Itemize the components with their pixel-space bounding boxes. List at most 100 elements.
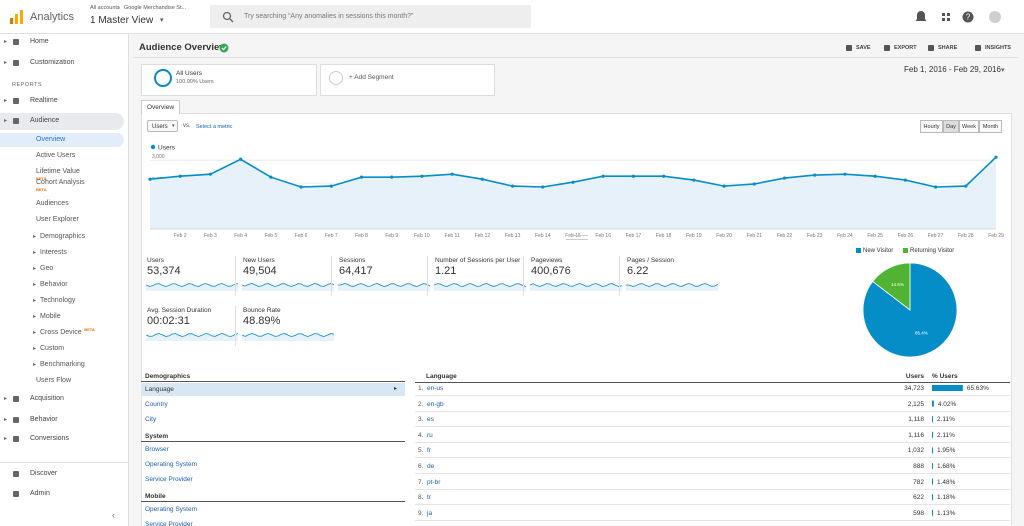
- x-tick-label: Feb 18: [656, 233, 672, 239]
- search-box[interactable]: [210, 5, 531, 28]
- avatar[interactable]: [989, 11, 1001, 23]
- nav-item[interactable]: Home: [30, 38, 49, 45]
- view-selector[interactable]: 1 Master View: [90, 15, 154, 26]
- nav-item[interactable]: Mobile: [40, 313, 61, 320]
- x-tick-label: Feb 27: [928, 233, 944, 239]
- nav-item[interactable]: Behavior: [30, 416, 58, 423]
- row-pct: 1.13%: [937, 509, 956, 517]
- action-button[interactable]: EXPORT: [894, 45, 917, 51]
- nav-item[interactable]: Admin: [30, 490, 50, 497]
- nav-item[interactable]: Cohort Analysis: [36, 179, 85, 186]
- add-segment[interactable]: + Add Segment: [349, 74, 394, 81]
- logo-bar: [10, 18, 13, 24]
- nav-item[interactable]: Realtime: [30, 97, 58, 104]
- nav-item[interactable]: Audience: [30, 117, 60, 124]
- sparkline-line: [146, 283, 238, 287]
- nav-item[interactable]: Conversions: [30, 435, 69, 442]
- expand-arrow: ▸: [33, 330, 37, 336]
- row-language[interactable]: fr: [427, 447, 431, 455]
- granularity-button[interactable]: Month: [979, 120, 1002, 133]
- pie-label: 85.4%: [915, 331, 928, 336]
- date-range[interactable]: Feb 1, 2016 - Feb 29, 2016: [904, 65, 1001, 74]
- row-language[interactable]: en-gb: [427, 400, 444, 408]
- row-language[interactable]: tr: [427, 494, 431, 502]
- segment-box[interactable]: [320, 64, 495, 96]
- row-rank: 2.: [418, 400, 424, 408]
- sparkline-line: [530, 283, 622, 287]
- nav-item[interactable]: Active Users: [36, 152, 76, 159]
- nav-item[interactable]: Geo: [40, 265, 54, 272]
- nav-item[interactable]: Behavior: [40, 281, 68, 288]
- bell-icon[interactable]: [915, 11, 927, 21]
- row-users: 1,116: [908, 431, 924, 439]
- point: [239, 157, 243, 161]
- x-tick-label: Feb 19: [686, 233, 702, 239]
- dimension-item[interactable]: City: [145, 416, 157, 423]
- point: [631, 174, 636, 178]
- nav-item[interactable]: Overview: [36, 136, 66, 143]
- action-button[interactable]: SHARE: [938, 45, 958, 51]
- action-button[interactable]: INSIGHTS: [985, 45, 1011, 51]
- nav-item[interactable]: Customization: [30, 59, 75, 66]
- row-rank: 1.: [418, 385, 424, 392]
- nav-item[interactable]: Discover: [30, 470, 58, 477]
- row-language[interactable]: en-us: [427, 385, 444, 392]
- point: [843, 172, 847, 176]
- help-icon[interactable]: [962, 11, 974, 23]
- expand-arrow: ▸: [4, 396, 8, 402]
- nav-item[interactable]: Technology: [40, 297, 76, 304]
- pct-bar: [932, 478, 933, 485]
- dimension-item[interactable]: Country: [145, 401, 168, 408]
- row-language[interactable]: ja: [427, 509, 433, 517]
- point: [722, 184, 726, 188]
- y-tick-label: 3,000: [152, 154, 165, 160]
- expand-arrow: ▸: [33, 282, 37, 288]
- nav-item[interactable]: Benchmarking: [40, 361, 85, 368]
- nav-item[interactable]: Demographics: [40, 233, 86, 240]
- metric-caret: ▾: [172, 123, 175, 129]
- search-placeholder[interactable]: Try searching “Any anomalies in sessions…: [244, 13, 414, 20]
- dimension-item[interactable]: Language: [145, 386, 174, 393]
- nav-item[interactable]: Audiences: [36, 200, 69, 207]
- sparkline-line: [626, 283, 718, 287]
- dimension-item[interactable]: Service Provider: [145, 476, 193, 483]
- nav-item[interactable]: Cross Device: [40, 329, 82, 336]
- tab[interactable]: Overview: [141, 100, 180, 114]
- sparkline-line: [434, 283, 526, 287]
- verified-check: [221, 46, 227, 51]
- row-language[interactable]: es: [427, 416, 434, 424]
- action-button[interactable]: SAVE: [856, 45, 871, 51]
- granularity-button[interactable]: Hourly: [920, 120, 943, 133]
- nav-item[interactable]: Interests: [40, 249, 67, 256]
- point: [178, 174, 182, 178]
- nav-item[interactable]: User Explorer: [36, 216, 79, 223]
- granularity-button[interactable]: Week: [959, 120, 979, 133]
- metric-select[interactable]: Users: [147, 120, 178, 132]
- select-metric[interactable]: Select a metric: [196, 124, 233, 130]
- nav-item[interactable]: Acquisition: [30, 395, 64, 402]
- apps-icon[interactable]: [942, 13, 950, 21]
- nav-item[interactable]: Custom: [40, 345, 65, 352]
- sparkline: [626, 283, 718, 291]
- expand-arrow: ▸: [33, 250, 37, 256]
- nav-item[interactable]: Lifetime Value: [36, 168, 80, 175]
- dimension-item[interactable]: Operating System: [145, 506, 198, 513]
- dimension-item[interactable]: Operating System: [145, 461, 198, 468]
- row-language[interactable]: de: [427, 463, 435, 470]
- granularity-button[interactable]: Day: [943, 120, 959, 133]
- point: [994, 155, 998, 159]
- row-users: 34,723: [904, 385, 924, 392]
- row-language[interactable]: pt-br: [427, 478, 441, 486]
- point: [873, 174, 877, 178]
- metric-divider: [619, 256, 620, 296]
- nav-item[interactable]: Users Flow: [36, 377, 72, 384]
- dimension-item[interactable]: Browser: [145, 446, 169, 453]
- table-header: Users: [905, 373, 924, 380]
- dimension-item[interactable]: Service Provider: [145, 521, 193, 526]
- row-language[interactable]: ru: [427, 431, 433, 439]
- collapse-button[interactable]: ‹: [112, 510, 115, 520]
- sparkline-area: [146, 283, 238, 291]
- point: [752, 182, 756, 186]
- metric-label: Bounce Rate: [243, 307, 281, 314]
- expand-arrow: ▸: [33, 346, 37, 352]
